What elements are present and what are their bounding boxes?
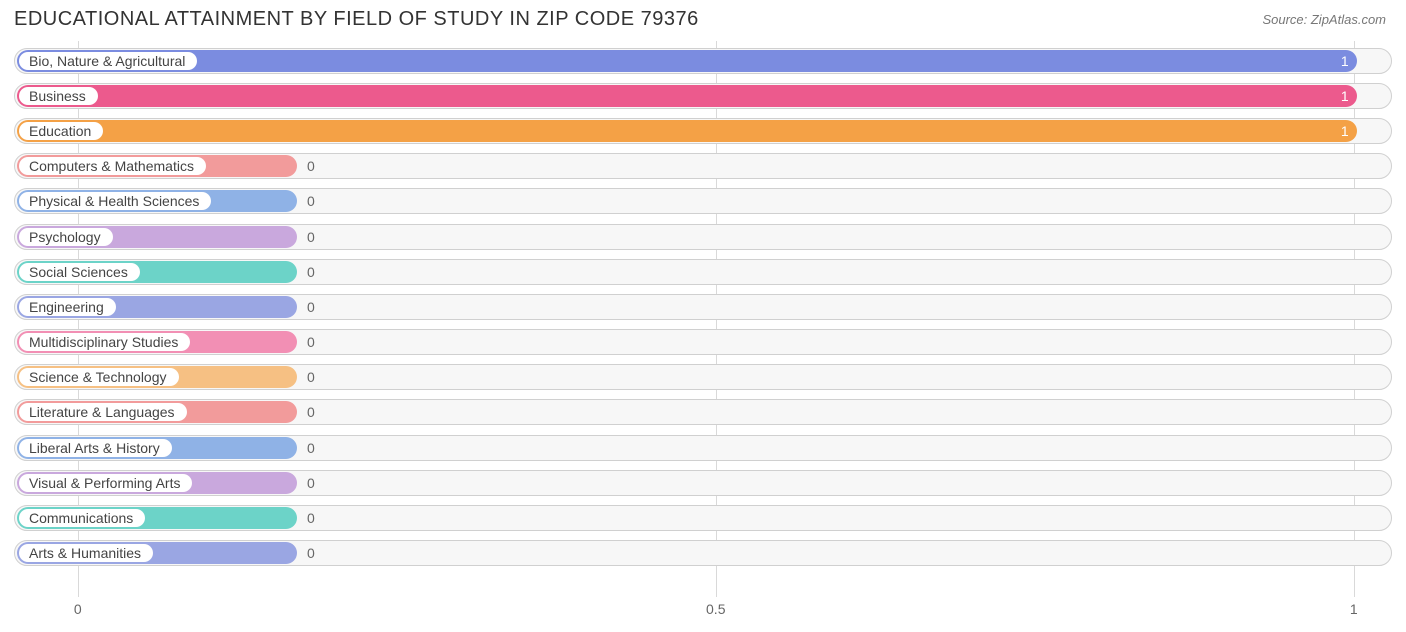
bar-track: Arts & Humanities 0 xyxy=(14,540,1392,566)
axis-tick: 0.5 xyxy=(706,601,725,617)
value-label: 0 xyxy=(307,264,315,280)
value-label: 0 xyxy=(307,545,315,561)
value-label: 1 xyxy=(1341,88,1349,104)
bar-track: 1 Education xyxy=(14,118,1392,144)
value-label: 0 xyxy=(307,475,315,491)
chart-row: 1 Bio, Nature & Agricultural xyxy=(14,43,1392,78)
axis-tick: 1 xyxy=(1350,601,1358,617)
chart-header: EDUCATIONAL ATTAINMENT BY FIELD OF STUDY… xyxy=(0,0,1406,35)
value-label: 1 xyxy=(1341,123,1349,139)
bar-track: Communications 0 xyxy=(14,505,1392,531)
value-label: 0 xyxy=(307,193,315,209)
chart-plot: 1 Bio, Nature & Agricultural 1 Business 1 Edu… xyxy=(14,41,1392,597)
chart-row: Psychology 0 xyxy=(14,219,1392,254)
bar-track: Engineering 0 xyxy=(14,294,1392,320)
value-label: 0 xyxy=(307,440,315,456)
bar-track: Visual & Performing Arts 0 xyxy=(14,470,1392,496)
chart-row: Physical & Health Sciences 0 xyxy=(14,184,1392,219)
chart-area: 1 Bio, Nature & Agricultural 1 Business 1 Edu… xyxy=(14,41,1392,597)
bar-track: Physical & Health Sciences 0 xyxy=(14,188,1392,214)
chart-row: Communications 0 xyxy=(14,500,1392,535)
bar-track: Psychology 0 xyxy=(14,224,1392,250)
category-pill: Science & Technology xyxy=(19,368,179,386)
bar-track: 1 Business xyxy=(14,83,1392,109)
value-label: 0 xyxy=(307,158,315,174)
chart-row: Literature & Languages 0 xyxy=(14,395,1392,430)
chart-row: Visual & Performing Arts 0 xyxy=(14,465,1392,500)
value-label: 0 xyxy=(307,369,315,385)
category-pill: Multidisciplinary Studies xyxy=(19,333,190,351)
category-pill: Engineering xyxy=(19,298,116,316)
value-label: 0 xyxy=(307,510,315,526)
chart-source: Source: ZipAtlas.com xyxy=(1262,12,1386,27)
bar: 1 xyxy=(17,85,1357,107)
category-pill: Education xyxy=(19,122,103,140)
bar-track: Multidisciplinary Studies 0 xyxy=(14,329,1392,355)
category-pill: Visual & Performing Arts xyxy=(19,474,192,492)
chart-row: Liberal Arts & History 0 xyxy=(14,430,1392,465)
category-pill: Business xyxy=(19,87,98,105)
bar: 1 xyxy=(17,120,1357,142)
category-pill: Physical & Health Sciences xyxy=(19,192,211,210)
value-label: 0 xyxy=(307,404,315,420)
chart-row: Social Sciences 0 xyxy=(14,254,1392,289)
category-pill: Psychology xyxy=(19,228,113,246)
category-pill: Social Sciences xyxy=(19,263,140,281)
chart-rows: 1 Bio, Nature & Agricultural 1 Business 1 Edu… xyxy=(14,41,1392,571)
category-pill: Liberal Arts & History xyxy=(19,439,172,457)
chart-row: Science & Technology 0 xyxy=(14,360,1392,395)
x-axis: 00.51 xyxy=(14,599,1392,623)
bar-track: Literature & Languages 0 xyxy=(14,399,1392,425)
value-label: 1 xyxy=(1341,53,1349,69)
bar-track: 1 Bio, Nature & Agricultural xyxy=(14,48,1392,74)
chart-row: 1 Education xyxy=(14,113,1392,148)
category-pill: Literature & Languages xyxy=(19,403,187,421)
chart-row: Multidisciplinary Studies 0 xyxy=(14,325,1392,360)
chart-row: 1 Business xyxy=(14,78,1392,113)
bar: 1 xyxy=(17,50,1357,72)
category-pill: Communications xyxy=(19,509,145,527)
chart-title: EDUCATIONAL ATTAINMENT BY FIELD OF STUDY… xyxy=(14,8,699,31)
bar-track: Liberal Arts & History 0 xyxy=(14,435,1392,461)
bar-track: Science & Technology 0 xyxy=(14,364,1392,390)
category-pill: Bio, Nature & Agricultural xyxy=(19,52,197,70)
value-label: 0 xyxy=(307,229,315,245)
bar-track: Social Sciences 0 xyxy=(14,259,1392,285)
bar-track: Computers & Mathematics 0 xyxy=(14,153,1392,179)
chart-row: Computers & Mathematics 0 xyxy=(14,149,1392,184)
value-label: 0 xyxy=(307,334,315,350)
chart-row: Engineering 0 xyxy=(14,289,1392,324)
axis-tick: 0 xyxy=(74,601,82,617)
category-pill: Arts & Humanities xyxy=(19,544,153,562)
category-pill: Computers & Mathematics xyxy=(19,157,206,175)
chart-row: Arts & Humanities 0 xyxy=(14,536,1392,571)
value-label: 0 xyxy=(307,299,315,315)
